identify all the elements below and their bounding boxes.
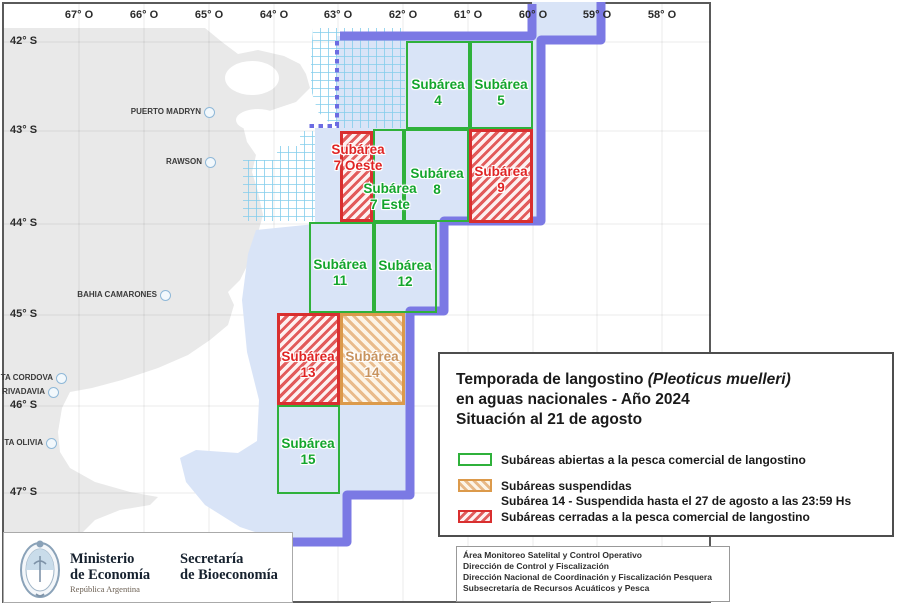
longitude-label: 60° O bbox=[518, 9, 548, 21]
latitude-label: 43° S bbox=[10, 124, 38, 136]
city-marker bbox=[204, 156, 216, 168]
subarea-label: Subárea 11 bbox=[313, 257, 367, 288]
longitude-label: 58° O bbox=[647, 9, 677, 21]
city-label: RIVADAVIA bbox=[2, 387, 45, 396]
longitude-label: 63° O bbox=[323, 9, 353, 21]
longitude-label: 67° O bbox=[64, 9, 94, 21]
latitude-label: 42° S bbox=[10, 35, 38, 47]
ministry-name: Ministerio de Economía bbox=[70, 551, 151, 583]
open-swatch bbox=[458, 453, 492, 466]
golfo-san-matias bbox=[225, 61, 279, 95]
longitude-label: 61° O bbox=[453, 9, 483, 21]
subarea-4 bbox=[406, 41, 470, 129]
subarea-7-oeste bbox=[340, 131, 373, 222]
closed-swatch bbox=[458, 510, 492, 523]
subarea-label: Subárea 9 bbox=[474, 164, 528, 195]
city-marker bbox=[55, 372, 67, 384]
subarea-15 bbox=[277, 405, 340, 494]
legend-title: Temporada de langostino (Pleoticus muell… bbox=[456, 371, 791, 428]
subarea-label: Subárea 7 Oeste bbox=[331, 142, 385, 173]
legend-item-open: Subáreas abiertas a la pesca comercial d… bbox=[458, 453, 806, 468]
city-label: TA OLIVIA bbox=[4, 438, 43, 447]
latitude-label: 46° S bbox=[10, 399, 38, 411]
provincial-zone-north bbox=[311, 28, 405, 128]
longitude-label: 59° O bbox=[582, 9, 612, 21]
longitude-label: 66° O bbox=[129, 9, 159, 21]
longitude-label: 62° O bbox=[388, 9, 418, 21]
legend-item-suspended: Subáreas suspendidas Subárea 14 - Suspen… bbox=[458, 479, 851, 509]
subarea-13 bbox=[277, 313, 340, 405]
subarea-label: Subárea 7 Este bbox=[363, 181, 417, 212]
suspended-swatch bbox=[458, 479, 492, 492]
city-label: TA CORDOVA bbox=[0, 373, 53, 382]
subarea-7-este bbox=[373, 129, 404, 222]
provincial-limit-dashed bbox=[305, 41, 339, 128]
city-marker bbox=[47, 386, 59, 398]
legend-item-closed: Subáreas cerradas a la pesca comercial d… bbox=[458, 510, 810, 525]
land-patagonia bbox=[4, 28, 310, 601]
longitude-label: 65° O bbox=[194, 9, 224, 21]
credit-line: Subsecretaría de Recursos Acuáticos y Pe… bbox=[463, 583, 650, 593]
credits-box: Área Monitoreo Satelital y Control Opera… bbox=[456, 546, 730, 602]
latitude-label: 45° S bbox=[10, 308, 38, 320]
subarea-label: Subárea 13 bbox=[281, 349, 335, 380]
subarea-5 bbox=[470, 41, 533, 129]
subarea-14 bbox=[340, 313, 405, 405]
city-marker bbox=[159, 289, 171, 301]
secretariat-name: Secretaría de Bioeconomía bbox=[180, 551, 278, 583]
city-marker bbox=[45, 437, 57, 449]
argentina-coat-of-arms-icon bbox=[20, 540, 60, 598]
ministry-logo-box: Ministerio de Economía República Argenti… bbox=[3, 532, 293, 603]
longitude-label: 64° O bbox=[259, 9, 289, 21]
city-label: PUERTO MADRYN bbox=[130, 107, 201, 116]
subarea-label: Subárea 14 bbox=[345, 349, 399, 380]
subarea-12 bbox=[374, 222, 437, 313]
subarea-label: Subárea 15 bbox=[281, 436, 335, 467]
provincial-zone-rawson bbox=[243, 131, 315, 221]
city-label: BAHIA CAMARONES bbox=[77, 290, 157, 299]
credit-line: Área Monitoreo Satelital y Control Opera… bbox=[463, 550, 643, 560]
national-waters-boundary bbox=[285, 2, 606, 547]
legend-box: Temporada de langostino (Pleoticus muell… bbox=[438, 352, 894, 537]
city-label: RAWSON bbox=[166, 157, 202, 166]
subarea-9 bbox=[469, 129, 533, 223]
latitude-label: 47° S bbox=[10, 486, 38, 498]
subarea-8 bbox=[404, 129, 469, 222]
golfo-nuevo bbox=[236, 109, 280, 131]
species-name: (Pleoticus muelleri) bbox=[643, 371, 791, 388]
ministry-subtitle: República Argentina bbox=[70, 584, 140, 594]
credit-line: Dirección Nacional de Coordinación y Fis… bbox=[463, 572, 712, 582]
subarea-label: Subárea 12 bbox=[378, 258, 432, 289]
subarea-label: Subárea 4 bbox=[411, 77, 465, 108]
city-marker bbox=[203, 106, 215, 118]
credit-line: Dirección de Control y Fiscalización bbox=[463, 561, 609, 571]
subarea-label: Subárea 8 bbox=[410, 166, 464, 197]
latitude-label: 44° S bbox=[10, 217, 38, 229]
subarea-11 bbox=[309, 222, 374, 313]
subarea-label: Subárea 5 bbox=[474, 77, 528, 108]
